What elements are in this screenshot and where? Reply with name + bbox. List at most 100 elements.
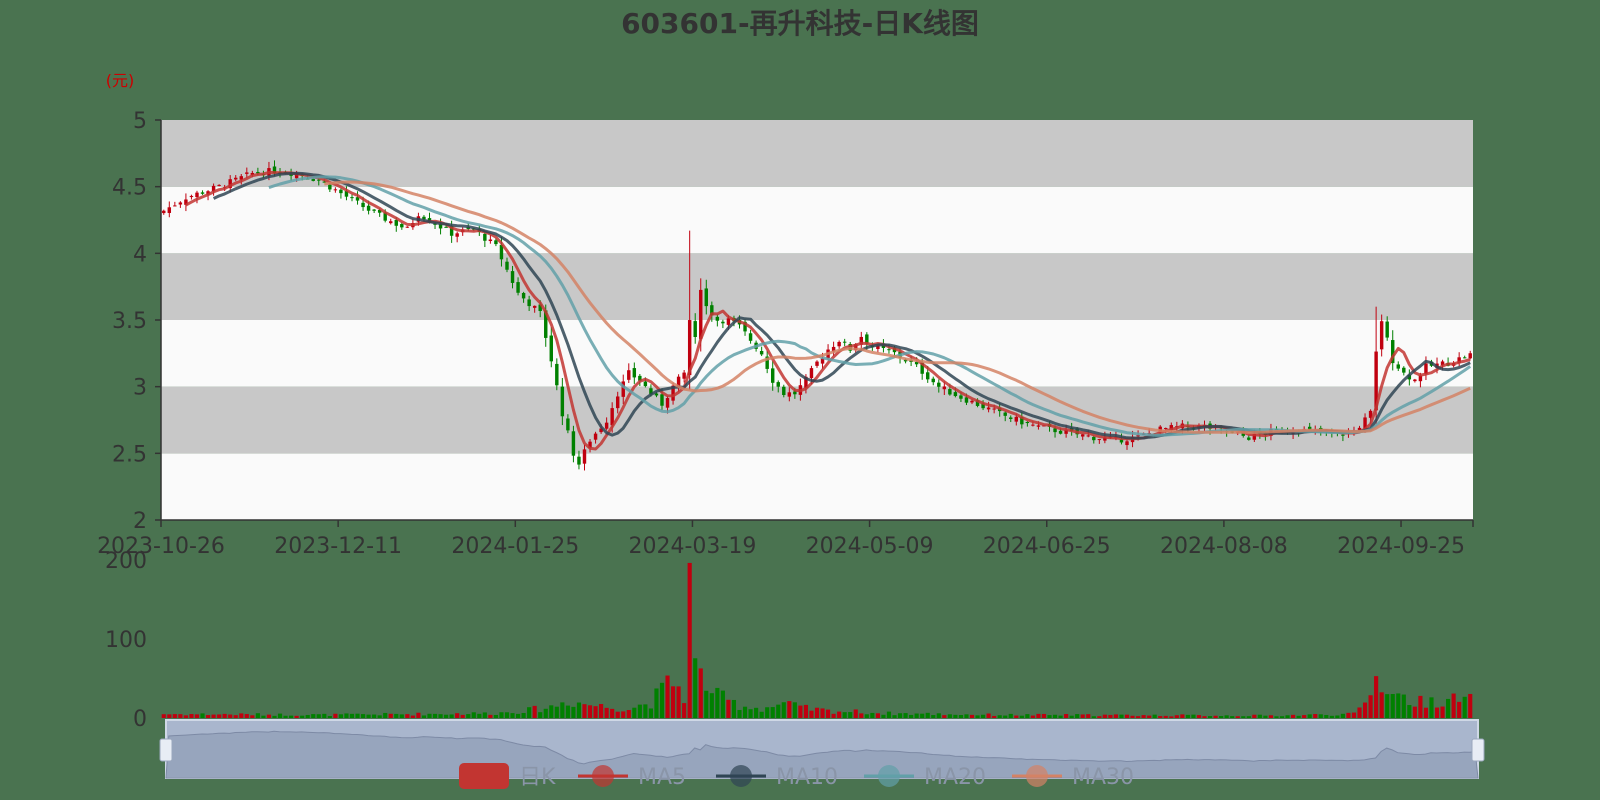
candle-body [599, 428, 603, 433]
candle-body [527, 299, 531, 307]
volume-bar [1075, 714, 1080, 718]
slider-handle[interactable] [159, 738, 173, 762]
volume-bar [593, 706, 598, 718]
candle-body [333, 189, 338, 191]
candle-body [920, 362, 924, 374]
legend-item[interactable]: 日K [459, 763, 556, 790]
volume-bar [792, 702, 797, 718]
candle-body [1119, 439, 1124, 443]
candle [527, 295, 531, 311]
volume-bar [1224, 715, 1229, 718]
volume-bar [388, 713, 393, 718]
volume-bar [1407, 705, 1412, 718]
volume-bar [1196, 715, 1202, 718]
candle [1468, 350, 1472, 360]
candle-body [815, 361, 819, 366]
volume-bar [637, 704, 642, 718]
candle [1407, 369, 1412, 386]
volume-bar [217, 714, 222, 718]
candle-body [311, 179, 315, 181]
volume-bar [300, 715, 305, 718]
candle [815, 360, 819, 368]
candle-body [383, 212, 387, 221]
volume-bar [1296, 715, 1301, 718]
legend-item[interactable]: MA10 [716, 765, 838, 790]
candle-body [914, 361, 919, 365]
volume-bar [859, 713, 864, 718]
volume-bar [283, 715, 288, 718]
candle-body [710, 305, 714, 316]
legend-symbol-dot [730, 765, 752, 787]
volume-bar [848, 712, 853, 718]
candle-body [483, 233, 487, 241]
candle-body [765, 356, 769, 369]
candle [687, 230, 692, 390]
candle-body [317, 179, 321, 181]
volume-bar [344, 713, 349, 718]
candle [582, 444, 587, 471]
price-tick-label: 3.5 [112, 309, 147, 334]
volume-bar [837, 711, 842, 718]
candle-body [854, 344, 858, 351]
volume-bar [825, 709, 831, 718]
volume-bar [1086, 714, 1091, 718]
volume-bar [438, 714, 443, 718]
volume-bar [925, 712, 930, 718]
candle-body [1125, 441, 1129, 446]
volume-bar [1418, 695, 1423, 718]
candle [228, 175, 232, 193]
volume-bar [1119, 714, 1124, 718]
volume-bar [870, 712, 875, 718]
volume-bar [748, 709, 753, 718]
date-tick-label: 2024-05-09 [806, 534, 934, 559]
legend-item[interactable]: MA30 [1012, 765, 1134, 790]
candle [604, 417, 609, 431]
volume-bar [1136, 716, 1141, 718]
volume-bar [920, 713, 925, 718]
candle-body [926, 372, 930, 380]
candle-body [682, 372, 686, 379]
candle [350, 194, 354, 202]
candle-body [937, 382, 941, 387]
candle-body [405, 226, 410, 228]
volume-bar [754, 707, 759, 718]
candle-body [1031, 424, 1035, 426]
candle [355, 191, 360, 205]
volume-bar [316, 714, 321, 718]
volume-bar [1379, 692, 1384, 718]
candle-body [355, 197, 360, 201]
volume-bar [1335, 715, 1340, 718]
volume-bar [997, 715, 1002, 718]
volume-bar [814, 707, 820, 718]
candle [1396, 361, 1400, 372]
candle-body [377, 209, 382, 213]
volume-bar [1274, 716, 1279, 718]
volume-bar [742, 706, 748, 718]
ma30-line [324, 180, 1471, 434]
candle-body [505, 261, 509, 270]
volume-bar [1052, 714, 1058, 718]
candle-body [776, 382, 780, 387]
volume-bar [842, 712, 847, 718]
candle-body [184, 199, 188, 205]
candle [372, 209, 376, 214]
candle-body [1341, 434, 1345, 436]
volume-bar [427, 713, 432, 718]
candle-body [621, 381, 625, 397]
legend-item[interactable]: MA5 [578, 765, 686, 790]
volume-bar [670, 686, 676, 718]
legend-label: MA5 [638, 765, 686, 790]
price-band [161, 386, 1473, 454]
volume-bar [1396, 693, 1401, 718]
volume-bar [1113, 714, 1119, 718]
candle-body [699, 289, 703, 339]
candle-body [372, 209, 376, 211]
legend-item[interactable]: MA20 [864, 765, 986, 790]
price-band [161, 253, 1473, 320]
candle-body [1468, 353, 1472, 359]
slider-handle[interactable] [1471, 738, 1485, 762]
candle-body [366, 205, 371, 211]
candle-body [804, 376, 808, 388]
candle [682, 370, 686, 383]
